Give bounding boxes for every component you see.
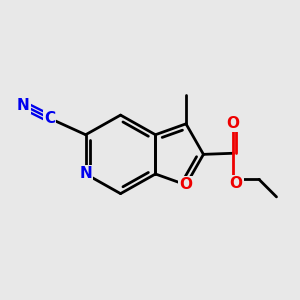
Text: O: O	[226, 116, 239, 131]
Text: O: O	[179, 177, 193, 192]
Text: N: N	[79, 167, 92, 182]
Text: N: N	[17, 98, 30, 113]
Text: O: O	[230, 176, 243, 191]
Text: C: C	[44, 111, 55, 126]
